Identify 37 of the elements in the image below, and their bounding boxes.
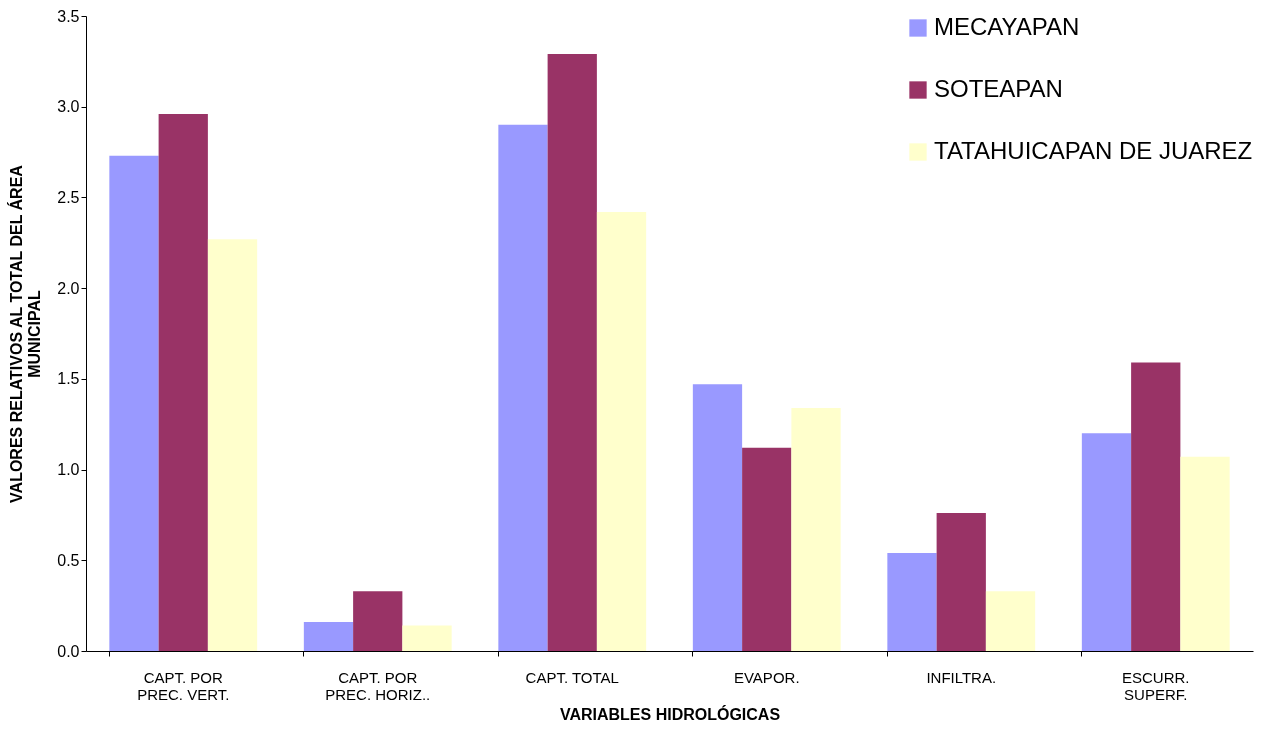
x-tick-label: ESCURR. SUPERF. [1121, 668, 1190, 703]
y-tick-label: 1.0 [57, 461, 80, 479]
x-tick-label: CAPT. POR PREC. VERT. [137, 668, 230, 703]
x-tick-label: CAPT. TOTAL [525, 668, 619, 686]
bar [303, 621, 354, 651]
bar [887, 553, 937, 651]
x-tick-label: EVAPOR. [733, 668, 800, 686]
bar [1081, 433, 1132, 651]
x-axis-title: VARIABLES HIDROLÓGICAS [559, 704, 781, 723]
y-tick-label: 1.5 [57, 370, 80, 388]
y-axis-title: VALORES RELATIVOS AL TOTAL DEL ÁREA MUNICIPAL [7, 164, 44, 503]
bar [547, 54, 597, 651]
y-tick-label: 3.0 [57, 98, 80, 116]
bar [596, 211, 647, 651]
bar [402, 625, 452, 651]
bar [1131, 362, 1181, 651]
bar [936, 513, 986, 651]
bar [353, 591, 403, 651]
bar [985, 591, 1036, 651]
y-tick-label: 2.5 [57, 188, 80, 206]
bar [498, 124, 548, 651]
y-tick-label: 3.5 [57, 7, 80, 25]
bar [742, 447, 792, 651]
bar [109, 155, 159, 651]
legend-label: MECAYAPAN [934, 13, 1080, 40]
x-tick-label: CAPT. POR PREC. HORIZ.. [325, 668, 431, 703]
x-tick-label: INFILTRA. [926, 668, 997, 686]
legend-label: TATAHUICAPAN DE JUAREZ [934, 137, 1253, 164]
y-tick-label: 0.0 [57, 642, 80, 660]
y-tick-label: 0.5 [57, 551, 80, 569]
legend-label: SOTEAPAN [934, 75, 1063, 102]
bar [207, 239, 258, 651]
y-tick-label: 2.0 [57, 279, 80, 297]
bar [692, 384, 743, 651]
bar [791, 407, 841, 651]
bar [158, 113, 208, 651]
bar [1180, 456, 1230, 651]
